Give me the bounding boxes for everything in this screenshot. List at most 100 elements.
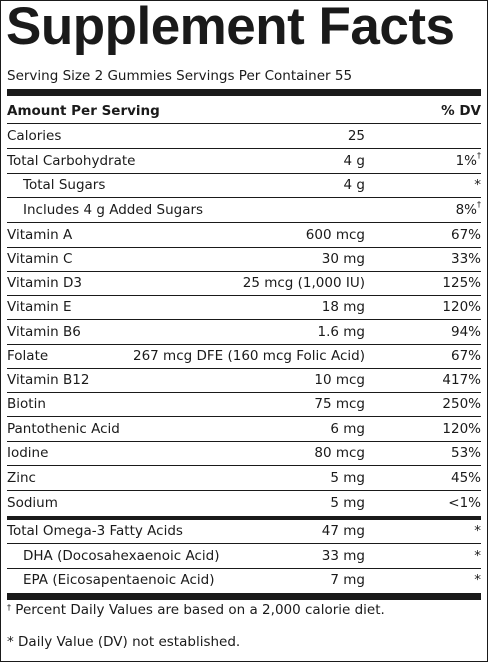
nutrient-dv: 33% [451, 247, 481, 271]
nutrient-dv: 94% [451, 320, 481, 344]
nutrient-dv: 45% [451, 466, 481, 490]
omega-row: Total Omega-3 Fatty Acids 47 mg * [7, 519, 481, 544]
nutrient-name: Pantothenic Acid [7, 421, 120, 437]
nutrient-dv-value: 8% [455, 202, 477, 218]
nutrient-dv-value: 120% [442, 421, 481, 437]
footnote-dagger: † Percent Daily Values are based on a 2,… [7, 601, 385, 619]
nutrient-dv-value: 45% [450, 470, 481, 486]
bottom-divider [7, 593, 481, 600]
nutrient-dv-value: 120% [442, 299, 481, 315]
nutrient-amount: 6 mg [330, 421, 365, 437]
nutrient-dv: 125% [442, 271, 481, 295]
omega-row: DHA (Docosahexaenoic Acid) 33 mg * [7, 544, 481, 569]
dv-header: % DV [441, 103, 481, 119]
omega-name: Total Omega-3 Fatty Acids [7, 523, 183, 539]
nutrient-name: Total Carbohydrate [7, 153, 136, 169]
nutrient-dv-value: 250% [442, 396, 481, 412]
nutrient-name: Zinc [7, 470, 36, 486]
nutrient-dv-value: <1% [448, 495, 481, 511]
omega-name: EPA (Eicosapentaenoic Acid) [23, 572, 215, 588]
nutrient-row: Zinc 5 mg 45% [7, 466, 481, 491]
serving-info: Serving Size 2 Gummies Servings Per Cont… [7, 68, 353, 84]
nutrient-row: Includes 4 g Added Sugars 8%† [7, 198, 481, 223]
omega-dv: * [474, 572, 481, 588]
nutrient-row: Total Sugars 4 g * [7, 173, 481, 198]
omega-amount: 33 mg [321, 548, 365, 564]
mid-divider [7, 516, 481, 520]
nutrient-name: Vitamin D3 [7, 275, 82, 291]
nutrient-amount: 18 mg [321, 299, 365, 315]
nutrient-name: Vitamin E [7, 299, 72, 315]
nutrient-amount: 1.6 mg [317, 324, 365, 340]
nutrient-name: Iodine [7, 445, 49, 461]
nutrient-amount: 267 mcg DFE (160 mcg Folic Acid) [133, 348, 365, 364]
nutrient-name: Folate [7, 348, 49, 364]
omega-amount: 47 mg [321, 523, 365, 539]
nutrient-row: Vitamin E 18 mg 120% [7, 295, 481, 320]
nutrient-name: Vitamin A [7, 227, 73, 243]
nutrient-dv: 67% [451, 223, 481, 247]
nutrient-name: Vitamin B6 [7, 324, 81, 340]
nutrient-row: Sodium 5 mg <1% [7, 491, 481, 515]
nutrient-amount: 75 mcg [314, 396, 365, 412]
nutrient-amount: 25 mcg (1,000 IU) [242, 275, 365, 291]
nutrient-dv: * [474, 173, 481, 197]
nutrient-dv: 417% [442, 368, 481, 392]
nutrient-dv: 53% [451, 441, 481, 465]
nutrient-row: Vitamin D3 25 mcg (1,000 IU) 125% [7, 271, 481, 296]
nutrient-row: Vitamin A 600 mcg 67% [7, 223, 481, 248]
nutrient-row: Vitamin B12 10 mcg 417% [7, 368, 481, 393]
nutrient-amount: 4 g [343, 153, 365, 169]
dv-footnote-mark: † [477, 151, 481, 160]
nutrient-dv-value: 53% [450, 445, 481, 461]
nutrient-name: Vitamin B12 [7, 372, 90, 388]
nutrient-amount: 80 mcg [314, 445, 365, 461]
omega-name: DHA (Docosahexaenoic Acid) [23, 548, 220, 564]
nutrient-amount: 4 g [343, 177, 365, 193]
nutrient-dv-value: * [474, 177, 481, 193]
nutrient-row: Iodine 80 mcg 53% [7, 441, 481, 466]
calories-row: Calories 25 [7, 124, 481, 149]
omega-row: EPA (Eicosapentaenoic Acid) 7 mg * [7, 568, 481, 592]
amount-per-serving-label: Amount Per Serving [7, 103, 160, 119]
nutrient-dv-value: 67% [450, 348, 481, 364]
omega-dv: * [474, 548, 481, 564]
nutrient-dv: <1% [448, 491, 481, 515]
nutrient-amount: 5 mg [330, 495, 365, 511]
nutrient-amount: 30 mg [321, 251, 365, 267]
dagger-text: Percent Daily Values are based on a 2,00… [11, 602, 385, 618]
nutrient-amount: 600 mcg [305, 227, 365, 243]
omega-dv: * [474, 523, 481, 539]
nutrient-dv: 120% [442, 417, 481, 441]
nutrient-dv: 120% [442, 295, 481, 319]
nutrient-row: Pantothenic Acid 6 mg 120% [7, 417, 481, 442]
nutrient-dv: 8%† [456, 198, 481, 222]
header-row: Amount Per Serving % DV [7, 99, 481, 124]
nutrient-dv-value: 1% [455, 153, 477, 169]
nutrient-row: Folate 267 mcg DFE (160 mcg Folic Acid) 67… [7, 344, 481, 369]
nutrient-amount: 5 mg [330, 470, 365, 486]
nutrient-dv: 67% [451, 344, 481, 368]
thick-divider [7, 89, 481, 96]
panel-title: Supplement Facts [6, 0, 455, 56]
nutrient-row: Vitamin B6 1.6 mg 94% [7, 320, 481, 345]
nutrient-dv-value: 67% [450, 227, 481, 243]
calories-label: Calories [7, 128, 62, 144]
dagger-mark: † [7, 603, 11, 612]
nutrient-dv: 250% [442, 392, 481, 416]
nutrient-name: Total Sugars [23, 177, 106, 193]
nutrient-dv-value: 94% [450, 324, 481, 340]
footnote-star: * Daily Value (DV) not established. [7, 634, 241, 650]
nutrient-dv-value: 33% [450, 251, 481, 267]
nutrient-name: Biotin [7, 396, 46, 412]
nutrient-name: Sodium [7, 495, 58, 511]
nutrient-name: Includes 4 g Added Sugars [23, 202, 204, 218]
nutrient-dv: 1%† [456, 149, 481, 173]
nutrient-dv-value: 417% [442, 372, 481, 388]
nutrient-row: Biotin 75 mcg 250% [7, 392, 481, 417]
nutrient-row: Total Carbohydrate 4 g 1%† [7, 149, 481, 174]
nutrient-dv-value: 125% [442, 275, 481, 291]
omega-amount: 7 mg [330, 572, 365, 588]
nutrient-row: Vitamin C 30 mg 33% [7, 247, 481, 272]
